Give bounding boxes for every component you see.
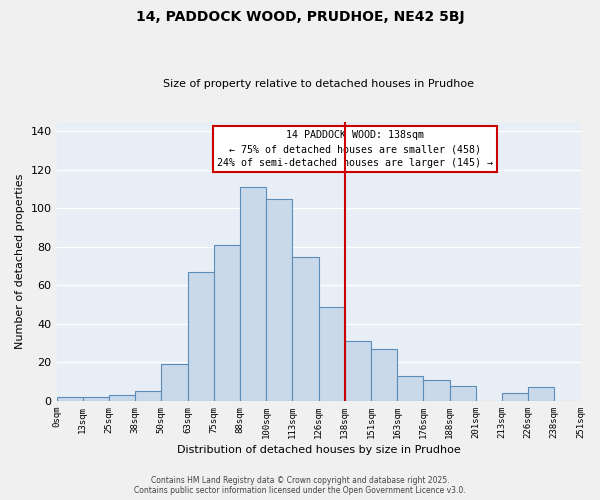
Bar bbox=[371, 349, 397, 401]
Bar bbox=[240, 187, 266, 401]
Bar bbox=[188, 272, 214, 401]
Bar bbox=[109, 395, 135, 401]
Text: 14, PADDOCK WOOD, PRUDHOE, NE42 5BJ: 14, PADDOCK WOOD, PRUDHOE, NE42 5BJ bbox=[136, 10, 464, 24]
Text: 14 PADDOCK WOOD: 138sqm
← 75% of detached houses are smaller (458)
24% of semi-d: 14 PADDOCK WOOD: 138sqm ← 75% of detache… bbox=[217, 130, 493, 168]
Bar bbox=[214, 245, 240, 401]
Title: Size of property relative to detached houses in Prudhoe: Size of property relative to detached ho… bbox=[163, 79, 474, 89]
Y-axis label: Number of detached properties: Number of detached properties bbox=[15, 174, 25, 349]
Bar bbox=[319, 306, 345, 401]
Bar bbox=[161, 364, 188, 401]
Bar bbox=[292, 256, 319, 401]
Bar bbox=[83, 397, 109, 401]
Bar bbox=[424, 380, 449, 401]
Bar bbox=[56, 397, 83, 401]
Bar bbox=[266, 198, 292, 401]
Bar bbox=[135, 392, 161, 401]
X-axis label: Distribution of detached houses by size in Prudhoe: Distribution of detached houses by size … bbox=[176, 445, 460, 455]
Bar bbox=[449, 386, 476, 401]
Bar bbox=[397, 376, 424, 401]
Bar bbox=[528, 388, 554, 401]
Bar bbox=[502, 393, 528, 401]
Text: Contains HM Land Registry data © Crown copyright and database right 2025.
Contai: Contains HM Land Registry data © Crown c… bbox=[134, 476, 466, 495]
Bar bbox=[345, 341, 371, 401]
